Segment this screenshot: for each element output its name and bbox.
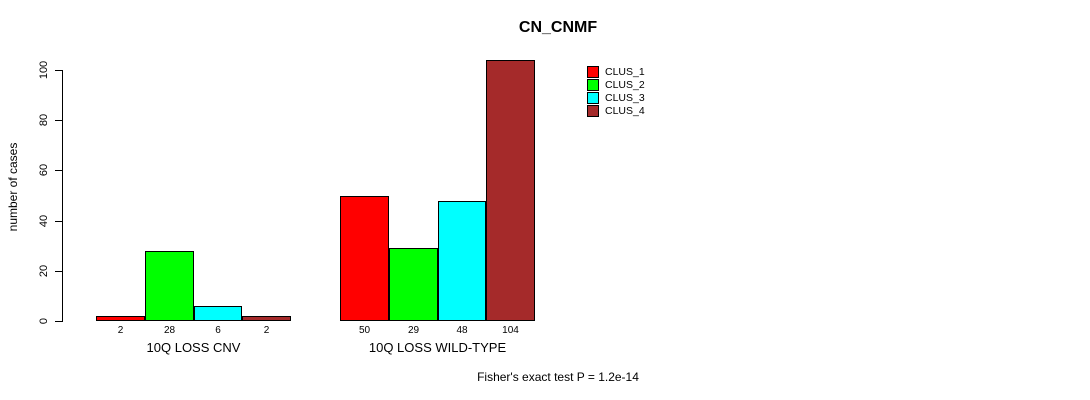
y-tick	[55, 321, 62, 322]
legend-swatch	[587, 91, 599, 104]
y-axis-label: number of cases	[6, 142, 20, 232]
legend-swatch	[587, 65, 599, 78]
legend-label: CLUS_3	[605, 91, 645, 104]
y-tick	[55, 120, 62, 122]
legend: CLUS_1 CLUS_2 CLUS_3 CLUS_4	[587, 65, 645, 117]
bar-value-label: 6	[215, 325, 221, 336]
legend-label: CLUS_4	[605, 104, 645, 117]
chart-title: CN_CNMF	[518, 19, 598, 36]
y-tick	[55, 170, 62, 172]
group-label: 10Q LOSS WILD-TYPE	[368, 340, 507, 355]
bar-value-label: 48	[456, 325, 468, 336]
bar-clus_4	[242, 316, 291, 321]
group-label: 10Q LOSS CNV	[146, 340, 241, 355]
bar-clus_1	[96, 316, 145, 321]
bar-clus_3	[194, 306, 242, 321]
legend-label: CLUS_2	[605, 78, 645, 91]
y-tick	[55, 270, 62, 272]
legend-item: CLUS_2	[587, 78, 645, 91]
bar-clus_2	[389, 248, 438, 321]
bar-value-label: 29	[407, 325, 420, 336]
legend-label: CLUS_1	[605, 65, 645, 78]
y-tick-label: 40	[38, 214, 50, 227]
bar-value-label: 2	[117, 325, 124, 336]
legend-item: CLUS_4	[587, 104, 645, 117]
y-tick-label: 60	[38, 164, 50, 177]
y-tick-label: 20	[38, 264, 50, 277]
legend-swatch	[587, 78, 599, 91]
y-tick-label: 80	[38, 114, 50, 127]
bar-clus_4	[486, 60, 535, 321]
bar-value-label: 28	[163, 325, 176, 336]
bar-value-label: 104	[502, 325, 519, 336]
bar-value-label: 2	[263, 325, 270, 336]
bar-clus_1	[340, 196, 389, 321]
y-tick	[55, 70, 62, 71]
legend-item: CLUS_3	[587, 91, 645, 104]
legend-item: CLUS_1	[587, 65, 645, 78]
legend-swatch	[587, 104, 599, 117]
footer-annotation: Fisher's exact test P = 1.2e-14	[477, 370, 639, 384]
y-axis-line	[62, 70, 63, 322]
y-tick-label: 0	[38, 317, 50, 325]
y-tick	[55, 220, 62, 222]
bar-clus_2	[145, 251, 194, 321]
y-tick-label: 100	[38, 60, 50, 80]
bar-value-label: 50	[358, 325, 371, 336]
bar-clus_3	[438, 201, 486, 321]
